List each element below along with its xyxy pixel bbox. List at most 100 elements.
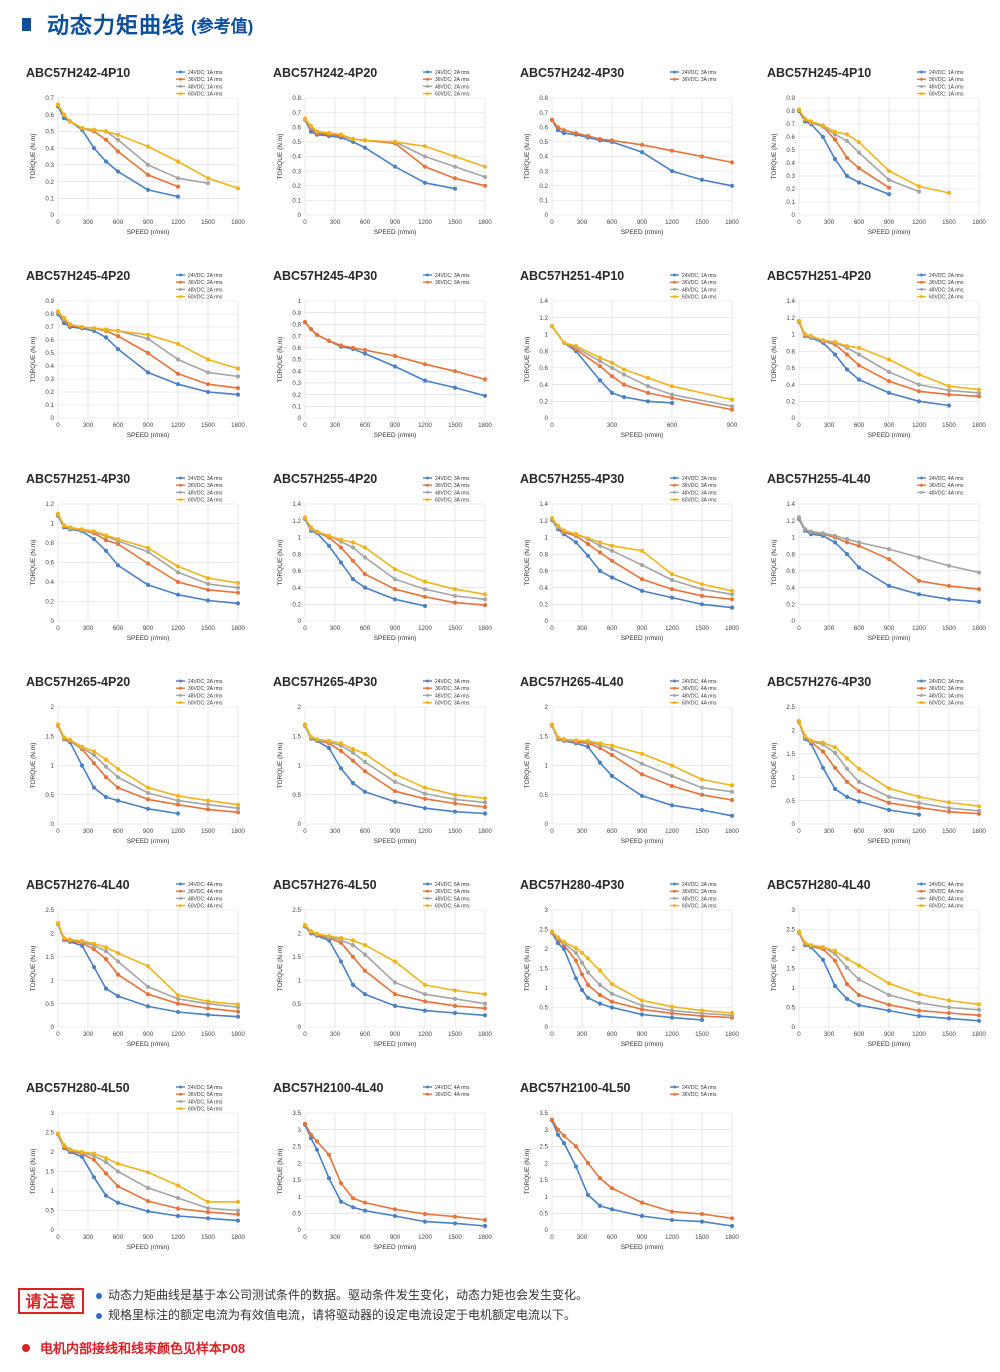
data-point: [308, 123, 314, 128]
data-point: [145, 1170, 151, 1175]
data-point: [422, 806, 428, 811]
data-point: [555, 1127, 561, 1132]
data-point: [422, 1211, 428, 1217]
data-point: [308, 129, 314, 134]
legend-label: 36VDC; 4A rms: [929, 889, 964, 895]
y-tick-label: 0.6: [539, 365, 548, 372]
y-tick-label: 1: [51, 521, 55, 528]
y-tick-label: 0.2: [45, 389, 54, 396]
chart-title: ABC57H276-4P30: [767, 675, 872, 689]
data-point: [808, 738, 814, 743]
legend-label: 48VDC; 1A rms: [682, 287, 717, 293]
data-point: [67, 322, 73, 327]
data-point: [555, 128, 561, 133]
data-point: [103, 1156, 109, 1161]
data-point: [669, 169, 675, 174]
page-title: 动态力矩曲线: [47, 13, 186, 38]
x-tick-label: 600: [667, 422, 678, 429]
data-point: [175, 382, 181, 387]
x-axis-label: SPEED (r/min): [127, 1041, 170, 1048]
y-tick-label: 1: [545, 535, 549, 542]
x-tick-label: 1200: [418, 625, 432, 632]
x-tick-label: 600: [360, 828, 371, 835]
x-tick-label: 900: [884, 828, 895, 835]
bullet-icon: [96, 1292, 102, 1299]
data-point: [699, 154, 705, 159]
data-point: [585, 542, 591, 547]
x-tick-label: 300: [330, 625, 341, 632]
data-point: [350, 139, 356, 144]
data-point: [886, 1002, 892, 1007]
data-point: [302, 116, 308, 121]
data-point: [205, 382, 211, 387]
data-point: [115, 347, 121, 352]
data-point: [350, 938, 356, 943]
x-tick-label: 0: [56, 1031, 60, 1038]
y-tick-label: 0.2: [45, 179, 54, 186]
data-point: [452, 369, 458, 374]
x-tick-label: 1800: [972, 1031, 986, 1038]
y-tick-label: 0.4: [539, 382, 548, 389]
y-tick-label: 1: [545, 1194, 549, 1201]
data-point: [422, 999, 428, 1004]
x-tick-label: 600: [113, 828, 124, 835]
y-tick-label: 0.2: [292, 392, 301, 399]
legend-label: 48VDC; 5A rms: [188, 1099, 223, 1105]
x-tick-label: 1200: [665, 1031, 679, 1038]
data-point: [946, 998, 952, 1003]
notice-line-2: 规格里标注的额定电流为有效值电流，请将驱动器的设定电流设定于电机额定电流以下。: [96, 1306, 576, 1323]
data-point: [597, 568, 603, 573]
x-tick-label: 0: [550, 1234, 554, 1241]
data-point: [235, 1199, 241, 1204]
data-point: [422, 144, 428, 149]
data-point: [145, 790, 151, 796]
data-point: [145, 806, 151, 811]
data-point: [832, 745, 838, 750]
torque-chart: ABC57H265-4P20 0 0.5 1 1.5 2 0 300 600 900 1200 150…: [26, 675, 266, 875]
y-tick-label: 0: [792, 415, 796, 422]
x-tick-label: 1500: [448, 625, 462, 632]
chart-svg: 0 0.5 1 1.5 2 2.5 3 3.5 0 300 600 900 1200 1500 1800 SP…: [524, 1085, 739, 1251]
data-point: [235, 1009, 241, 1014]
data-point: [362, 145, 368, 150]
data-point: [452, 186, 458, 191]
data-point: [392, 577, 398, 582]
y-tick-label: 0: [792, 618, 796, 625]
data-point: [916, 382, 922, 387]
legend-marker: [179, 686, 182, 690]
data-point: [115, 798, 121, 803]
x-tick-label: 900: [884, 219, 895, 226]
series-line: [798, 321, 950, 407]
y-tick-label: 0.5: [45, 792, 54, 799]
chart-title: ABC57H2100-4L40: [273, 1081, 384, 1095]
y-tick-label: 1.2: [786, 315, 795, 322]
chart-svg: 0 0.5 1 1.5 2 0 300 600 900 1200 1500 1800 SPEED (r/…: [277, 679, 492, 845]
data-point: [976, 1018, 982, 1023]
legend-marker: [673, 287, 676, 291]
chart-svg: 0 0.1 0.2 0.3 0.4 0.5 0.6 0.7 0 300 600 900 1200 1500…: [30, 70, 245, 236]
legend-label: 36VDC; 2A rms: [188, 280, 223, 286]
data-point: [103, 1160, 109, 1165]
data-point: [67, 119, 73, 124]
y-tick-label: 2.5: [539, 1144, 548, 1151]
data-point: [856, 352, 862, 357]
y-tick-label: 0: [298, 212, 302, 219]
legend-label: 36VDC; 3A rms: [435, 686, 470, 692]
data-point: [350, 1196, 356, 1201]
data-point: [639, 1007, 645, 1012]
y-tick-label: 0: [51, 415, 55, 422]
data-point: [579, 972, 585, 977]
data-point: [796, 319, 802, 324]
data-point: [350, 758, 356, 763]
legend-label: 48VDC; 2A rms: [929, 287, 964, 293]
data-point: [639, 588, 645, 593]
data-point: [916, 794, 922, 799]
data-point: [699, 1211, 705, 1217]
data-point: [802, 733, 808, 739]
series-line: [57, 104, 209, 184]
x-tick-label: 300: [330, 828, 341, 835]
data-point: [302, 922, 308, 928]
y-tick-label: 0.2: [539, 183, 548, 190]
data-point: [422, 796, 428, 801]
legend-marker: [179, 896, 182, 900]
